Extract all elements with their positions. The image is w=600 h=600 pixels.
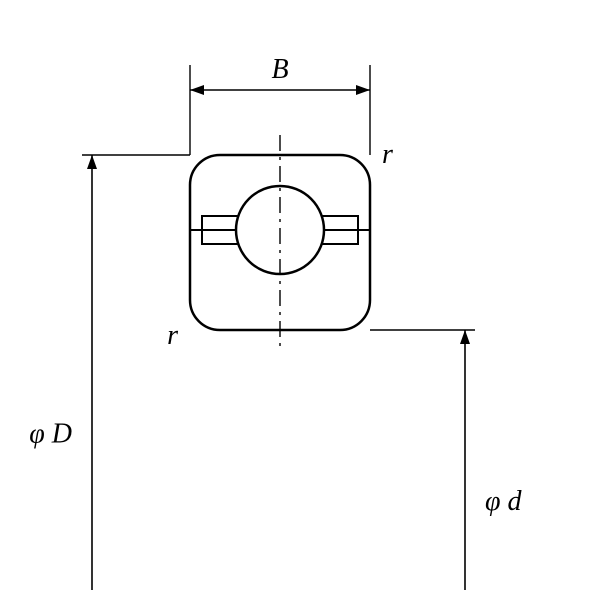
bearing-cross-section-diagram: Bφ D φ d r r <box>0 0 600 600</box>
label-D: φ D <box>29 419 72 450</box>
label-r-bottom: r <box>167 320 178 351</box>
label-r-top: r <box>382 139 393 170</box>
label-B: B <box>271 54 288 85</box>
label-d: φ d <box>485 486 522 517</box>
